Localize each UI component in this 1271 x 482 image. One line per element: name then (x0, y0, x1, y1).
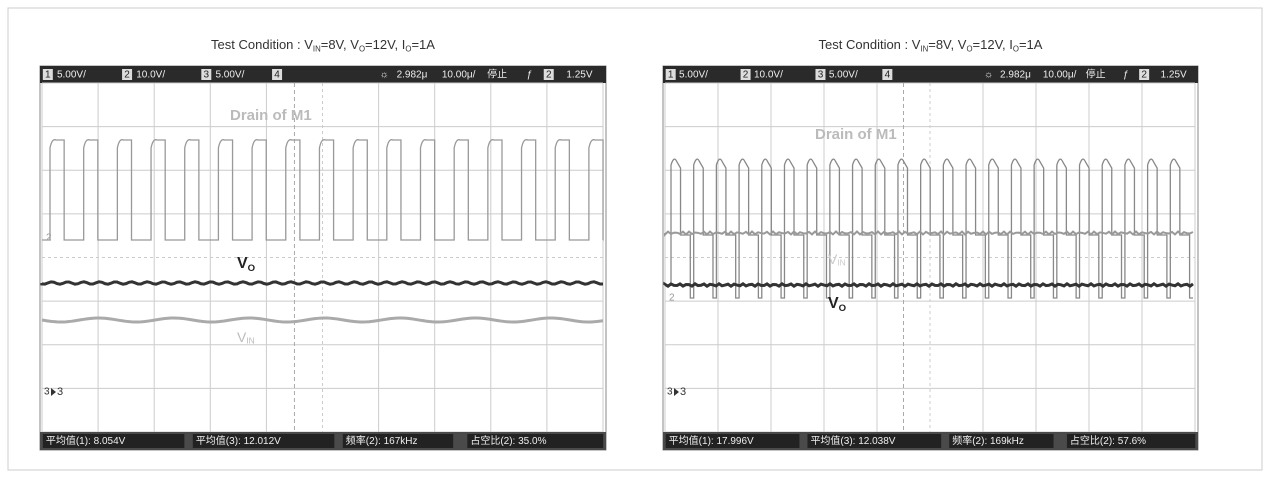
header-item: ƒ (1123, 70, 1129, 81)
channel-marker: 2 (669, 293, 675, 304)
header-item: 1 (668, 70, 674, 81)
drain-label: Drain of M1 (815, 126, 897, 143)
header-item: 1.25V (566, 70, 592, 81)
header-item: 2.982μ (397, 70, 428, 81)
label-part: =8V, V (928, 37, 967, 52)
header-item: 4 (885, 70, 891, 81)
label-part: =1A (411, 37, 435, 52)
header-item: 2.982μ (1000, 70, 1031, 81)
header-item: 5.00V/ (215, 70, 244, 81)
header-item: 2 (124, 70, 130, 81)
channel-marker: 3 (667, 387, 673, 398)
footer-item: 平均值(3): 12.038V (810, 434, 895, 447)
subscript: IN (837, 258, 845, 268)
header-item: ƒ (527, 70, 533, 81)
header-item: 1.25V (1161, 70, 1187, 81)
label-part: V (828, 295, 839, 312)
header-item: 10.00μ/ (442, 70, 476, 81)
subscript: IN (920, 44, 928, 53)
header-item: 停止 (1086, 68, 1106, 81)
header-item: 10.0V/ (754, 70, 783, 81)
footer-item: 占空比(2): 57.6% (1070, 434, 1146, 447)
subscript: O (839, 303, 847, 314)
page: Test Condition : VIN=8V, VO=12V, IO=1A15… (0, 0, 1271, 482)
header-item: ☼ (380, 70, 389, 81)
footer-item: 频率(2): 167kHz (346, 434, 418, 447)
label-part: Test Condition : V (211, 37, 313, 52)
header-item: 10.00μ/ (1043, 70, 1077, 81)
header-item: 3 (204, 70, 210, 81)
header-item: 1 (45, 70, 51, 81)
subscript: O (248, 263, 256, 274)
footer-item: 平均值(1): 17.996V (669, 434, 754, 447)
subscript: IN (313, 44, 321, 53)
header-item: 4 (274, 70, 280, 81)
header-item: 2 (743, 70, 749, 81)
footer-item: 平均值(1): 8.054V (46, 434, 126, 447)
header-item: ☼ (984, 70, 993, 81)
label-part: Test Condition : V (819, 37, 921, 52)
label-part: =12V, I (365, 37, 405, 52)
subscript: IN (246, 336, 254, 346)
drain-label: Drain of M1 (230, 107, 312, 124)
footer-item: 频率(2): 169kHz (952, 434, 1024, 447)
header-item: 5.00V/ (679, 70, 708, 81)
header-item: 2 (546, 70, 552, 81)
figure: Test Condition : VIN=8V, VO=12V, IO=1A15… (0, 0, 1271, 477)
label-part: =1A (1019, 37, 1043, 52)
header-item: 5.00V/ (57, 70, 86, 81)
channel-marker: 3 (680, 386, 686, 398)
label-part: V (237, 255, 248, 272)
header-item: 5.00V/ (829, 70, 858, 81)
footer-item: 平均值(3): 12.012V (196, 434, 281, 447)
header-item: 2 (1141, 70, 1147, 81)
channel-marker: 3 (57, 386, 63, 398)
label: Test Condition : VIN=8V, VO=12V, IO=1A (211, 37, 435, 53)
label-part: =8V, V (321, 37, 360, 52)
channel-marker: 2 (46, 233, 52, 244)
label: Test Condition : VIN=8V, VO=12V, IO=1A (819, 37, 1043, 53)
header-item: 3 (818, 70, 824, 81)
header-item: 10.0V/ (136, 70, 165, 81)
header-item: 停止 (487, 68, 507, 81)
footer-item: 占空比(2): 35.0% (470, 434, 546, 447)
label-part: =12V, I (973, 37, 1013, 52)
channel-marker: 3 (44, 387, 50, 398)
